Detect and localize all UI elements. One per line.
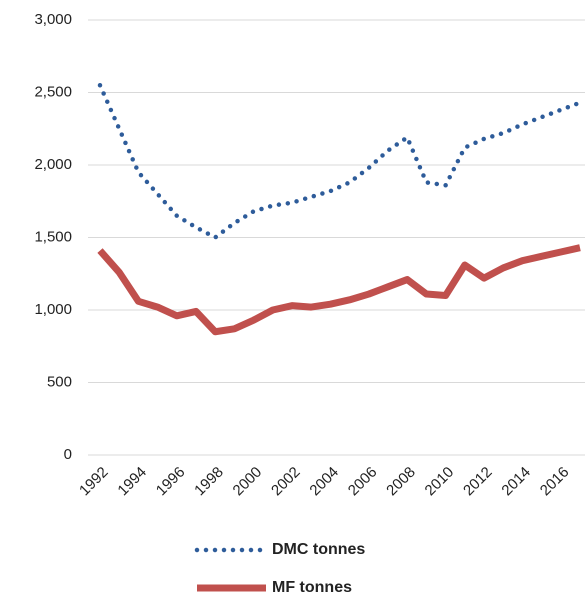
- y-tick-label: 2,500: [34, 83, 72, 100]
- x-tick-label: 2008: [383, 464, 419, 500]
- y-tick-label: 2,000: [34, 156, 72, 173]
- series-line: [97, 83, 583, 241]
- x-tick-label: 2012: [460, 464, 496, 500]
- x-tick-label: 2000: [230, 464, 266, 500]
- legend-text: DMC tonnes: [272, 541, 365, 558]
- x-tick-label: 2014: [498, 464, 534, 500]
- x-tick-label: 1998: [191, 464, 227, 500]
- x-tick-label: 2002: [268, 464, 304, 500]
- y-tick-label: 0: [64, 446, 72, 463]
- x-tick-label: 1996: [153, 464, 189, 500]
- series-line: [97, 244, 581, 336]
- y-tick-label: 3,000: [34, 11, 72, 28]
- x-tick-label: 2006: [345, 464, 381, 500]
- x-tick-label: 1994: [114, 464, 150, 500]
- y-tick-label: 1,500: [34, 228, 72, 245]
- x-tick-label: 2016: [537, 464, 573, 500]
- legend-text: MF tonnes: [272, 579, 352, 596]
- x-tick-label: 2004: [306, 464, 342, 500]
- y-tick-label: 1,000: [34, 301, 72, 318]
- x-tick-label: 1992: [76, 464, 112, 500]
- y-tick-label: 500: [47, 373, 72, 390]
- x-tick-label: 2010: [422, 464, 458, 500]
